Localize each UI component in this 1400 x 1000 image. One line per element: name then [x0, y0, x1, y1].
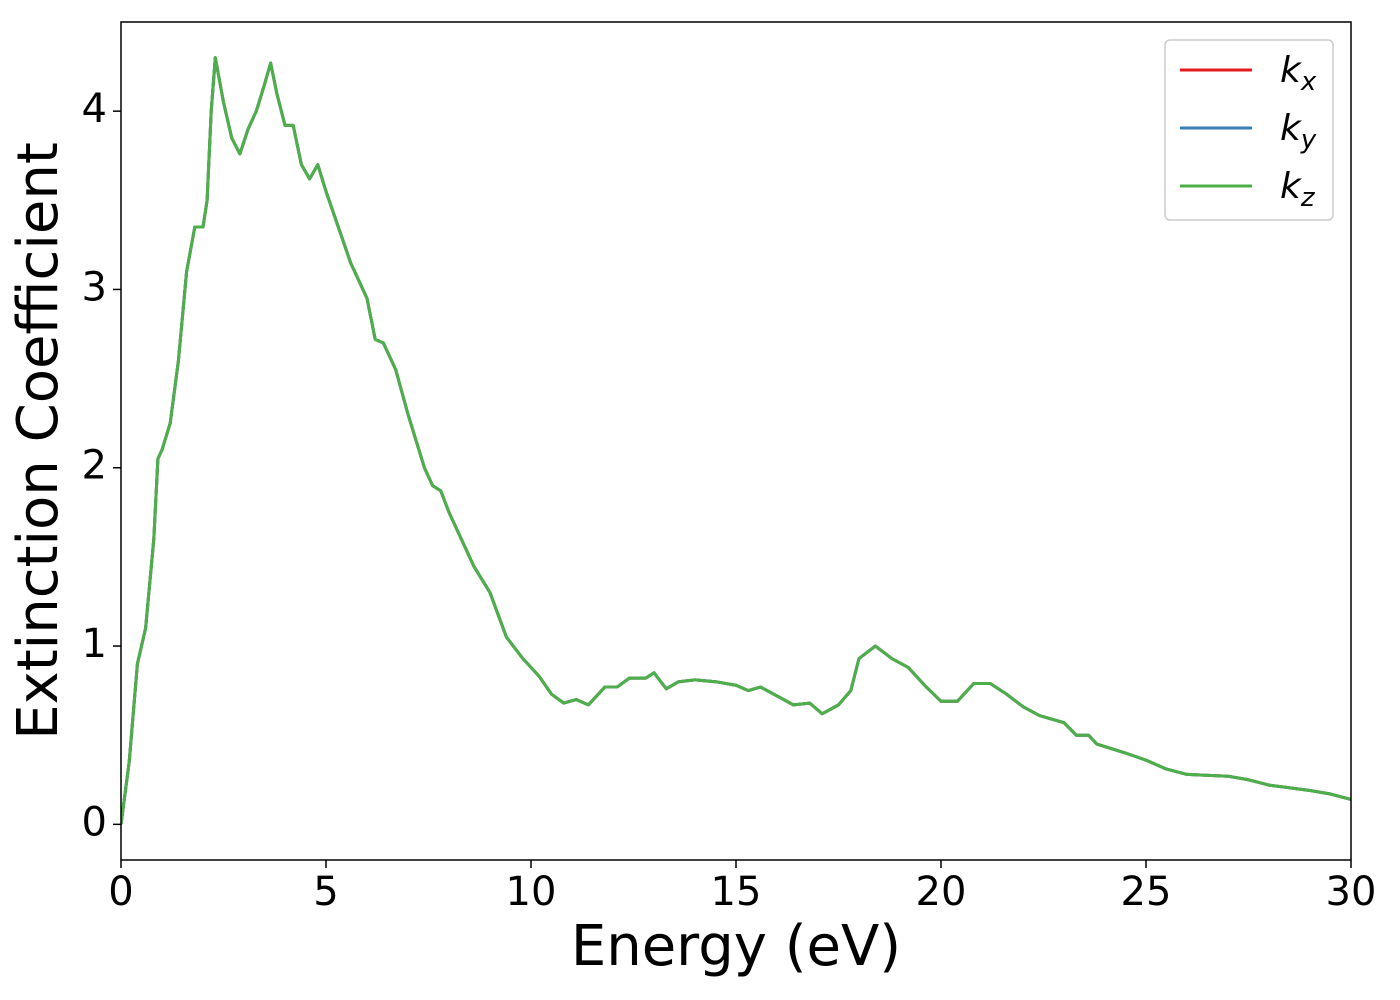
x-tick-label: 10	[506, 869, 557, 915]
y-tick-label: 2	[82, 443, 107, 489]
legend-label: ky	[1280, 108, 1317, 155]
legend-box	[1164, 39, 1334, 221]
plot-frame	[120, 21, 1352, 861]
data-line	[121, 56, 1351, 825]
x-axis-label: Energy (eV)	[571, 914, 901, 979]
y-tick-label: 0	[82, 799, 107, 845]
y-axis-label: Extinction Coefficient	[6, 142, 71, 740]
x-tick-label: 20	[916, 869, 967, 915]
x-tick-label: 0	[108, 869, 133, 915]
x-tick-label: 30	[1326, 869, 1377, 915]
legend-label: kz	[1280, 166, 1316, 213]
y-tick-label: 3	[82, 264, 107, 310]
x-tick-label: 5	[313, 869, 338, 915]
y-tick-label: 4	[82, 86, 107, 132]
x-tick-label: 15	[711, 869, 762, 915]
legend-label: kx	[1280, 50, 1317, 97]
y-tick-label: 1	[82, 621, 107, 667]
x-tick-label: 25	[1121, 869, 1172, 915]
